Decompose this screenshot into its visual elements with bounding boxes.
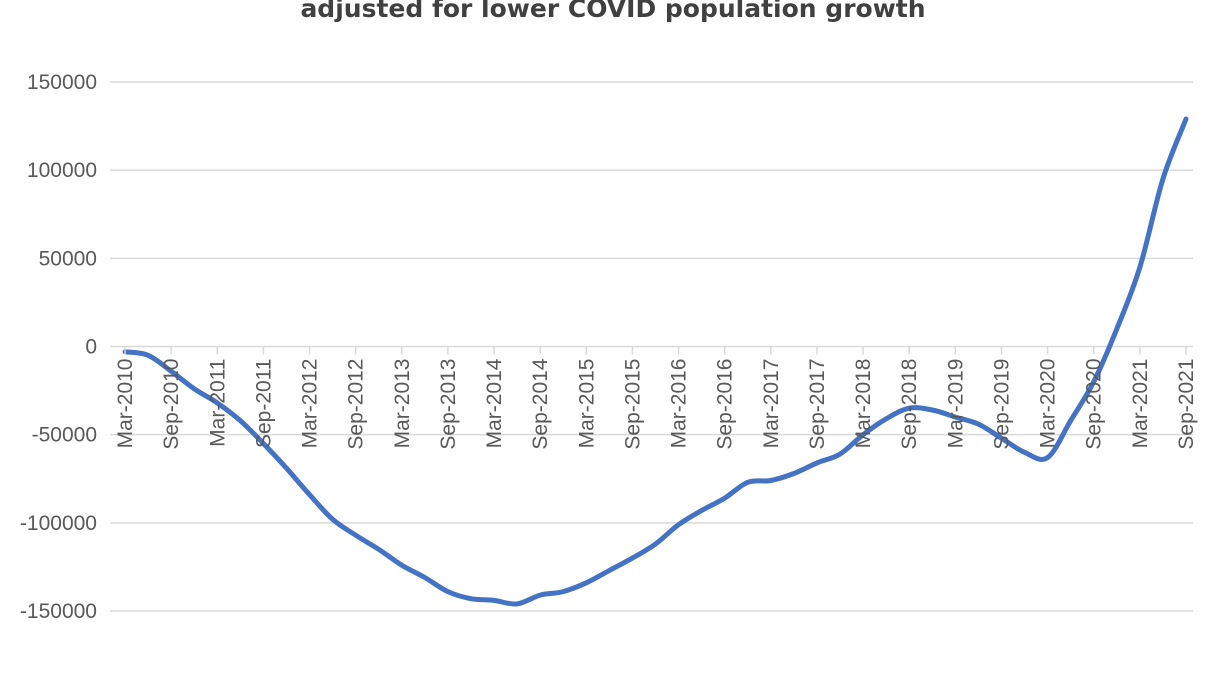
- x-tick-label: Sep-2018: [898, 359, 921, 450]
- x-tick-label: Sep-2014: [529, 358, 552, 449]
- x-tick-label: Sep-2016: [714, 359, 737, 450]
- x-tick-label: Sep-2012: [345, 359, 368, 450]
- x-tick-label: Sep-2010: [160, 359, 183, 450]
- x-tick-label: Sep-2013: [437, 359, 460, 450]
- x-tick-label: Mar-2017: [760, 359, 783, 449]
- y-tick-label: 50000: [39, 247, 97, 270]
- x-tick-label: Mar-2010: [114, 359, 137, 449]
- y-tick-label: 150000: [27, 71, 97, 94]
- x-tick-label: Sep-2015: [621, 359, 644, 450]
- x-tick-label: Mar-2018: [852, 359, 875, 449]
- y-tick-label: -50000: [32, 424, 97, 447]
- x-tick-label: Mar-2014: [483, 358, 506, 448]
- y-tick-label: 0: [85, 336, 97, 359]
- gridlines: [110, 81, 1193, 612]
- series-line: [122, 116, 1189, 607]
- y-tick-label: -100000: [20, 512, 97, 535]
- x-tick-label: Mar-2011: [206, 359, 229, 447]
- y-tick-label: 100000: [27, 159, 97, 182]
- chart-title: adjusted for lower COVID population grow…: [300, 0, 926, 23]
- x-tick-label: Sep-2019: [990, 359, 1013, 450]
- y-axis-tick-labels: 150000 100000 50000 0 -50000 -100000 -150000: [20, 71, 97, 623]
- x-tick-label: Mar-2015: [575, 359, 598, 449]
- x-axis-tick-labels: Mar-2010 Sep-2010 Mar-2011 Sep-2011 Mar-2012…: [114, 346, 1198, 450]
- x-tick-label: Mar-2013: [391, 359, 414, 449]
- x-tick-label: Mar-2021: [1129, 359, 1152, 449]
- x-tick-label: Sep-2011: [252, 359, 275, 449]
- x-tick-label: Mar-2016: [668, 359, 691, 449]
- series-layer: [122, 116, 1189, 607]
- x-tick-label: Mar-2019: [944, 359, 967, 449]
- x-tick-label: Mar-2012: [299, 359, 322, 449]
- x-tick-label: Sep-2017: [806, 359, 829, 450]
- y-tick-label: -150000: [20, 600, 97, 623]
- x-tick-label: Sep-2021: [1175, 359, 1198, 450]
- x-tick-label: Mar-2020: [1037, 359, 1060, 449]
- x-tick-label: Sep-2020: [1083, 359, 1106, 450]
